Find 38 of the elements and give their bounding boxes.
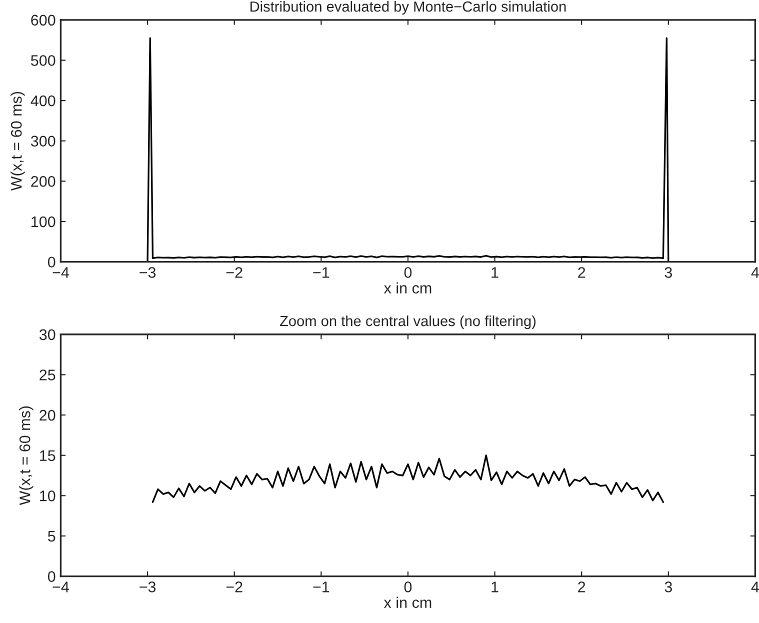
x-tick-label: −1 [313,267,330,278]
y-tick-label: 100 [32,216,56,228]
x-tick-label: 4 [751,267,759,278]
y-tick-label: 10 [40,490,56,502]
x-tick-label: −3 [140,267,156,278]
x-tick-label: −2 [226,267,242,278]
y-tick-label: 400 [30,95,56,106]
x-axis-title: x in cm [384,282,432,294]
x-tick-label: −4 [52,267,69,278]
y-tick-label: 0 [48,256,56,268]
chart-title: Zoom on the central values (no filtering) [280,315,536,330]
x-tick-label: 0 [404,267,412,278]
x-tick-label: 1 [492,582,498,592]
y-tick-label: 5 [48,530,56,542]
y-axis-title: W(x,t = 60 ms) [19,406,34,506]
x-tick-label: 1 [492,267,498,278]
x-tick-label: −2 [226,582,242,592]
y-tick-label: 200 [31,176,56,187]
x-axis-title: x in cm [384,596,432,608]
x-tick-label: 2 [578,582,586,592]
y-tick-label: 15 [40,450,56,462]
y-tick-label: 500 [30,55,56,66]
x-tick-label: −4 [52,582,69,592]
chart-title: Distribution evaluated by Monte−Carlo simulation [250,1,566,15]
y-tick-label: 25 [40,370,56,380]
y-tick-label: 300 [30,136,56,147]
x-tick-label: 4 [751,582,759,592]
x-tick-label: 3 [664,267,672,278]
y-tick-label: 600 [31,14,56,26]
x-tick-label: 2 [578,267,586,278]
x-tick-label: −3 [140,582,156,592]
x-tick-label: 3 [664,582,672,592]
x-tick-label: 0 [404,582,412,592]
y-tick-label: 0 [48,571,56,582]
y-axis-title: W(x,t = 60 ms) [10,92,25,191]
y-tick-label: 30 [39,329,56,340]
x-tick-label: −1 [313,582,330,592]
y-tick-label: 20 [40,410,56,421]
